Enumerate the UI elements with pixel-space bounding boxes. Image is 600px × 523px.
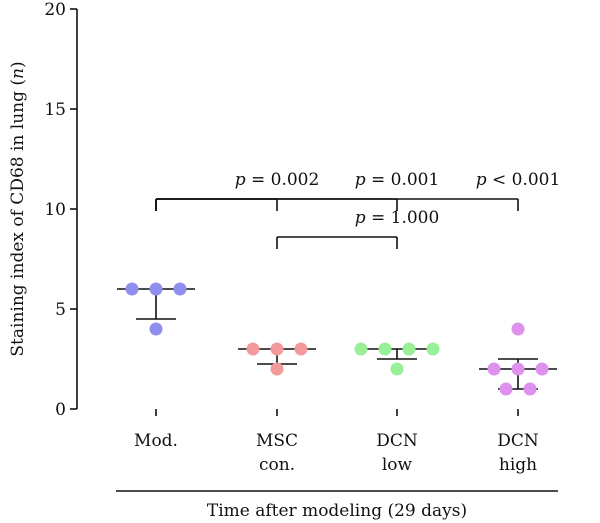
y-tick-label: 0: [55, 400, 66, 420]
category-label: high: [499, 455, 537, 475]
data-point: [426, 342, 440, 356]
p-value-symbol: p: [355, 170, 366, 190]
category-label: DCN: [497, 431, 539, 451]
data-point: [511, 322, 525, 336]
p-value-text: = 0.001: [366, 170, 440, 190]
p-value-label: p = 0.001: [355, 170, 440, 190]
data-point: [511, 362, 525, 376]
data-point: [487, 362, 501, 376]
data-point: [499, 382, 513, 396]
y-axis-title-close: ): [8, 61, 28, 68]
p-value-label: p = 0.002: [235, 170, 320, 190]
data-point: [378, 342, 392, 356]
p-value-text: = 1.000: [366, 208, 440, 228]
data-point: [149, 322, 163, 336]
data-point: [270, 342, 284, 356]
p-value-symbol: p: [355, 208, 366, 228]
category-label: DCN: [376, 431, 418, 451]
y-axis-title-italic: n: [8, 68, 28, 79]
category-label: MSC: [256, 431, 298, 451]
p-value-symbol: p: [235, 170, 246, 190]
p-value-text: < 0.001: [487, 170, 561, 190]
data-point: [354, 342, 368, 356]
data-point: [535, 362, 549, 376]
y-axis-title-main: Staining index of CD68 in lung (: [8, 79, 28, 357]
p-value-label: p = 1.000: [355, 208, 440, 228]
category-label: con.: [259, 455, 295, 475]
data-point: [173, 282, 187, 296]
p-value-text: = 0.002: [246, 170, 320, 190]
data-point: [270, 362, 284, 376]
y-tick-label: 20: [44, 0, 66, 20]
data-point: [390, 362, 404, 376]
category-label: Mod.: [134, 431, 178, 451]
y-tick-label: 15: [44, 100, 66, 120]
x-axis-title: Time after modeling (29 days): [207, 501, 467, 521]
data-point: [402, 342, 416, 356]
category-label: low: [382, 455, 413, 475]
data-point: [125, 282, 139, 296]
data-point: [149, 282, 163, 296]
y-axis-title: Staining index of CD68 in lung (n): [8, 61, 28, 356]
data-point: [523, 382, 537, 396]
p-value-label: p < 0.001: [476, 170, 561, 190]
y-tick-label: 10: [44, 200, 66, 220]
data-point: [246, 342, 260, 356]
data-point: [294, 342, 308, 356]
p-value-symbol: p: [476, 170, 487, 190]
y-tick-label: 5: [55, 300, 66, 320]
